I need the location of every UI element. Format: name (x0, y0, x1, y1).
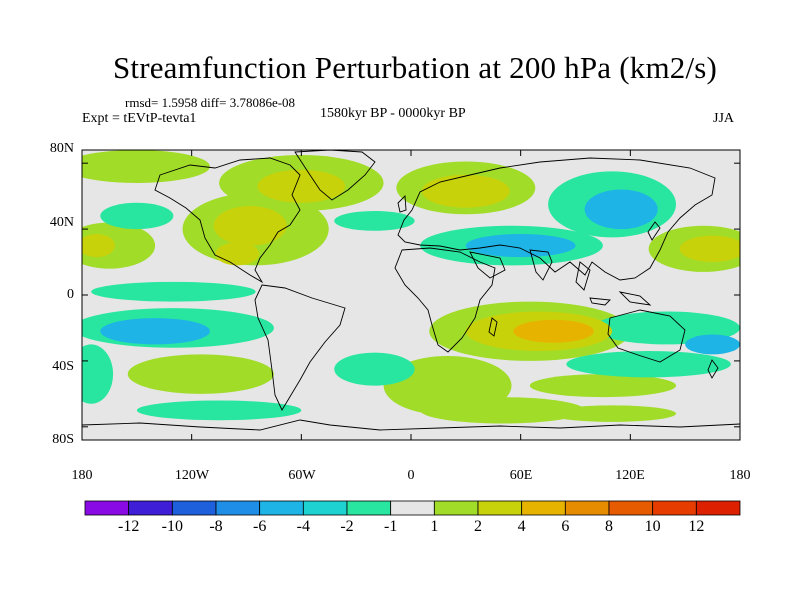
colorbar-swatch (608, 500, 654, 516)
contour-region-arctic-green-west (82, 150, 210, 183)
colorbar-label: 4 (517, 518, 526, 535)
stats-text: rmsd= 1.5958 diff= 3.78086e-08 (125, 95, 296, 110)
colorbar-swatch (84, 500, 130, 516)
colorbar-label: -8 (209, 518, 223, 535)
colorbar-swatch (477, 500, 523, 516)
contour-region-southern-green-east (529, 374, 677, 398)
lon-label-180w: 180 (71, 468, 93, 483)
contour-region-australia-teal-2 (566, 351, 731, 378)
colorbar-swatch (521, 500, 566, 516)
colorbar-label: -4 (296, 518, 310, 535)
colorbar-label: -10 (161, 518, 183, 535)
contour-region-north-america-yellow (213, 206, 287, 246)
coastline-layer (82, 150, 740, 431)
contour-region-south-america-teal (334, 352, 415, 386)
colorbar-swatch (564, 500, 610, 516)
lon-label-180e: 180 (729, 468, 751, 483)
contour-region-pacific-yellow-north (82, 234, 115, 258)
lat-label-80s: 80S (52, 432, 74, 447)
contour-region-eurasia-cyan (465, 234, 576, 258)
lon-label-120e: 120E (615, 468, 645, 483)
lon-label-60e: 60E (509, 468, 533, 483)
contour-region-europe-yellow-north (421, 174, 510, 208)
contour-region-pacific-teal-north (100, 202, 174, 230)
lat-label-80n: 80N (49, 141, 74, 156)
colorbar-swatch (171, 500, 217, 516)
lon-label-0: 0 (407, 468, 415, 483)
contour-region-pacific-green-north (82, 222, 156, 269)
contour-region-pacific-yellow-east (679, 235, 740, 263)
colorbar-label: -6 (252, 518, 267, 535)
contour-region-antarctic-teal-west (136, 400, 302, 421)
colorbar-label: -12 (117, 518, 140, 535)
contour-region-indian-orange (513, 319, 594, 343)
colorbar-swatch (128, 500, 173, 516)
colorbar-swatch (259, 500, 304, 516)
contour-region-north-america-yellow-2 (215, 242, 260, 266)
lat-label-40s: 40S (52, 359, 74, 374)
lon-label-120w: 120W (174, 468, 210, 483)
season-label: JJA (713, 111, 735, 126)
contour-region-southern-teal-far-west (82, 344, 114, 404)
chart-title: Streamfunction Perturbation at 200 hPa (… (112, 50, 718, 85)
contour-region-atlantic-teal-north (334, 210, 415, 231)
contour-region-southern-green-west (127, 354, 274, 394)
colorbar-label: -2 (340, 518, 354, 535)
colorbar-swatch (433, 500, 479, 516)
colorbar (84, 500, 741, 516)
contour-region-pacific-green-tropics (91, 281, 256, 302)
colorbar-label: 1 (430, 518, 439, 535)
contour-region-southern-ocean-green-2 (420, 397, 585, 424)
colorbar-swatch (215, 500, 261, 516)
colorbar-swatch (390, 500, 435, 516)
colorbar-swatch (652, 500, 697, 516)
contour-region-antarctic-green-east (548, 405, 677, 422)
colorbar-label: -1 (383, 518, 398, 535)
contour-region-australia-cyan (685, 334, 740, 355)
colorbar-label: 2 (474, 518, 482, 535)
colorbar-label: 8 (605, 518, 613, 535)
contour-region-siberia-cyan (584, 189, 658, 230)
contour-region-arctic-yellow-canada (257, 169, 346, 203)
contour-region-pacific-cyan-south (100, 318, 210, 345)
colorbar-label: 12 (688, 518, 705, 535)
axis-ticks (81, 150, 741, 440)
colorbar-swatch (346, 500, 392, 516)
colorbar-label: 6 (561, 518, 570, 535)
lat-label-40n: 40N (49, 215, 74, 230)
colorbar-swatch (302, 500, 348, 516)
colorbar-label: 10 (644, 518, 661, 535)
lon-label-60w: 60W (288, 468, 316, 483)
period-label: 1580kyr BP - 0000kyr BP (320, 106, 466, 121)
contour-fill-layer (82, 150, 740, 424)
experiment-label: Expt = tEVtP-tevta1 (82, 111, 197, 126)
colorbar-swatch (695, 500, 741, 516)
lat-label-0: 0 (67, 287, 74, 302)
